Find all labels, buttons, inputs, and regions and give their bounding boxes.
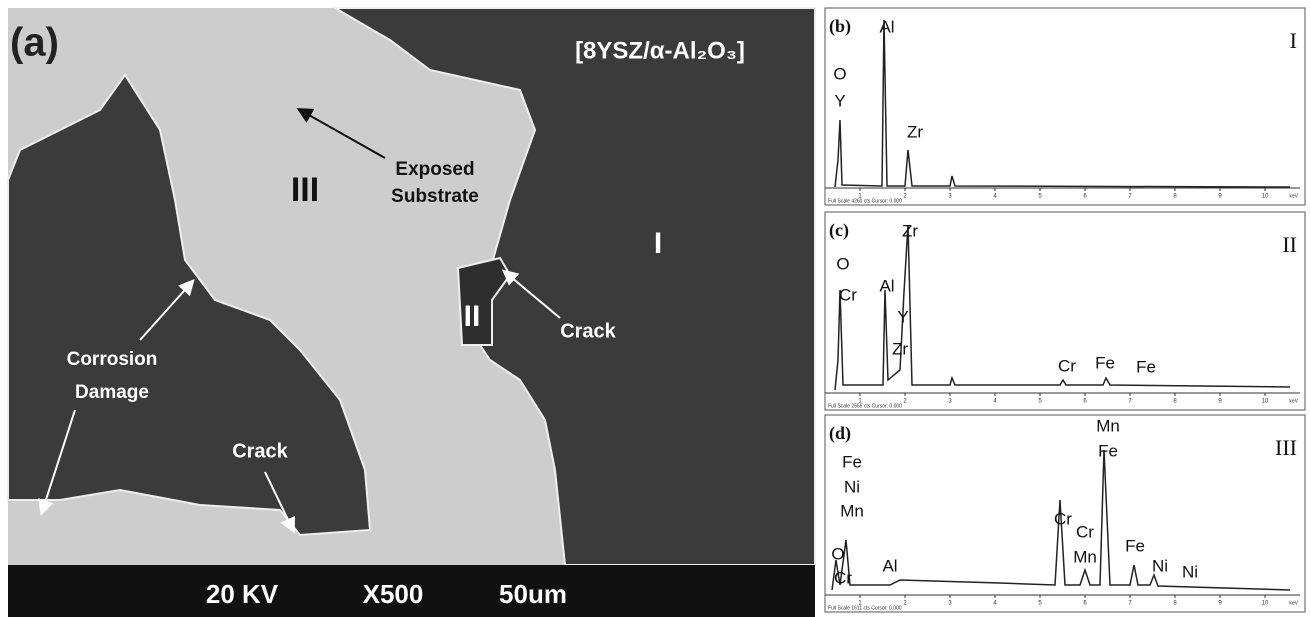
peak-label: Cr bbox=[1076, 522, 1094, 541]
region-label: III bbox=[291, 171, 319, 209]
x-tick-label: 9 bbox=[1218, 601, 1222, 607]
annotation: Damage bbox=[75, 382, 149, 403]
panel-label: (c) bbox=[829, 220, 849, 241]
peak-label: Ni bbox=[1182, 562, 1198, 581]
peak-label: Ni bbox=[844, 477, 860, 496]
peak-label: Y bbox=[834, 91, 845, 110]
region-label: III bbox=[1275, 435, 1297, 460]
scale-text: X500 bbox=[363, 579, 424, 609]
region-label: II bbox=[1282, 232, 1297, 257]
x-tick-label: 10 bbox=[1262, 601, 1269, 607]
peak-label: Fe bbox=[1136, 357, 1156, 376]
x-tick-label: 3 bbox=[948, 194, 952, 200]
x-tick-label: 4 bbox=[993, 601, 997, 607]
peak-label: Al bbox=[879, 17, 894, 36]
x-tick-label: 6 bbox=[1083, 194, 1087, 200]
x-tick-label: 5 bbox=[1038, 399, 1042, 405]
x-tick-label: 7 bbox=[1128, 399, 1132, 405]
region-label: II bbox=[464, 300, 481, 333]
peak-label: Cr bbox=[1058, 356, 1076, 375]
x-tick-label: 10 bbox=[1262, 194, 1269, 200]
x-tick-label: 2 bbox=[903, 601, 907, 607]
annotation: Corrosion bbox=[67, 349, 158, 370]
peak-label: Y bbox=[897, 307, 908, 326]
x-tick-label: 7 bbox=[1128, 601, 1132, 607]
peak-label: Al bbox=[879, 276, 894, 295]
annotation: Exposed bbox=[395, 159, 474, 180]
x-tick-label: 2 bbox=[903, 194, 907, 200]
x-tick-label: 2 bbox=[903, 399, 907, 405]
footer: Full Scale 1611 cts Cursor: 0.000 bbox=[828, 605, 902, 611]
footer: Full Scale 2565 cts Cursor: 0.000 bbox=[828, 403, 902, 409]
x-tick-label: 3 bbox=[948, 601, 952, 607]
x-tick-label: 8 bbox=[1173, 601, 1177, 607]
peak-label: O bbox=[831, 544, 844, 563]
peak-label: Zr bbox=[907, 122, 923, 141]
peak-label: Ni bbox=[1152, 556, 1168, 575]
region-label: I bbox=[654, 227, 662, 260]
peak-label: Mn bbox=[840, 501, 864, 520]
unit-label: keV bbox=[1289, 600, 1298, 606]
peak-label: Fe bbox=[1098, 441, 1118, 460]
peak-label: O bbox=[836, 254, 849, 273]
peak-label: Fe bbox=[842, 452, 862, 471]
panel-label: (b) bbox=[829, 16, 851, 37]
x-tick-label: 6 bbox=[1083, 399, 1087, 405]
panel-label: (a) bbox=[10, 21, 59, 65]
sample-label: [8YSZ/α-Al₂O₃] bbox=[575, 37, 745, 64]
peak-label: Fe bbox=[1095, 353, 1115, 372]
unit-label: keV bbox=[1289, 193, 1298, 199]
panel-label: (d) bbox=[829, 423, 851, 444]
x-tick-label: 9 bbox=[1218, 194, 1222, 200]
x-tick-label: 3 bbox=[948, 399, 952, 405]
spectrum-trace bbox=[835, 20, 1290, 187]
peak-label: Cr bbox=[834, 568, 852, 587]
x-tick-label: 8 bbox=[1173, 194, 1177, 200]
peak-label: O bbox=[833, 64, 846, 83]
peak-label: Zr bbox=[892, 339, 908, 358]
x-tick-label: 6 bbox=[1083, 601, 1087, 607]
peak-label: Cr bbox=[1054, 509, 1072, 528]
x-tick-label: 10 bbox=[1262, 399, 1269, 405]
peak-label: Al bbox=[882, 556, 897, 575]
scale-text: 20 KV bbox=[206, 579, 279, 609]
x-tick-label: 9 bbox=[1218, 399, 1222, 405]
sem-panel: (a) [8YSZ/α-Al₂O₃] I II III Exposed Subs… bbox=[8, 8, 815, 617]
annotation: Substrate bbox=[391, 186, 479, 207]
unit-label: keV bbox=[1289, 398, 1298, 404]
region-label: I bbox=[1290, 28, 1297, 53]
scale-text: 50um bbox=[499, 579, 567, 609]
annotation: Crack bbox=[232, 440, 288, 462]
x-tick-label: 5 bbox=[1038, 601, 1042, 607]
peak-label: Cr bbox=[839, 285, 857, 304]
x-tick-label: 4 bbox=[993, 194, 997, 200]
x-tick-label: 5 bbox=[1038, 194, 1042, 200]
footer: Full Scale 4260 cts Cursor: 0.000 bbox=[828, 198, 902, 204]
x-tick-label: 7 bbox=[1128, 194, 1132, 200]
spectrum-frame bbox=[825, 8, 1305, 205]
x-tick-label: 8 bbox=[1173, 399, 1177, 405]
peak-label: Fe bbox=[1125, 536, 1145, 555]
annotation: Crack bbox=[560, 320, 616, 342]
figure: (a) [8YSZ/α-Al₂O₃] I II III Exposed Subs… bbox=[0, 0, 1310, 617]
peak-label: Mn bbox=[1096, 416, 1120, 435]
x-tick-label: 4 bbox=[993, 399, 997, 405]
peak-label: Zr bbox=[902, 221, 918, 240]
peak-label: Mn bbox=[1073, 547, 1097, 566]
